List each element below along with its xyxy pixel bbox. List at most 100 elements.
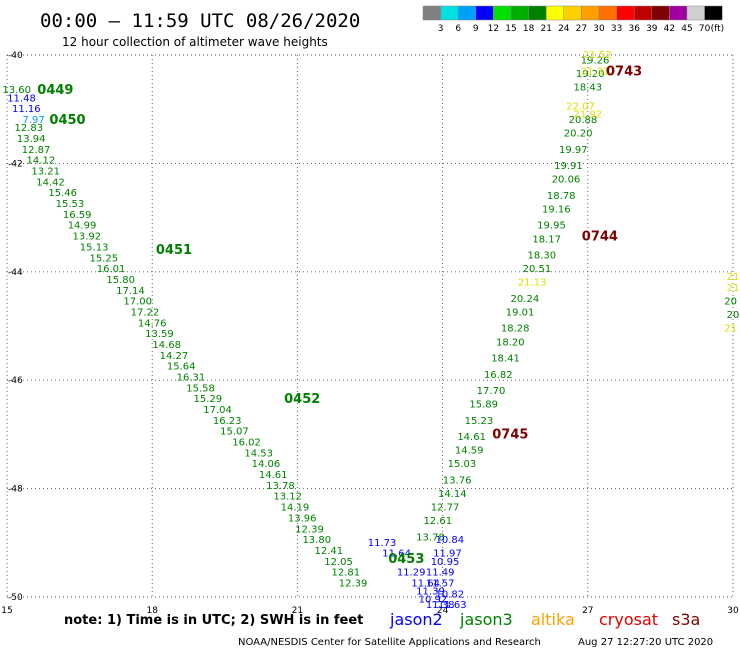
data-point-label: 15.25 <box>89 253 118 264</box>
data-point-label: 21 <box>727 272 740 283</box>
scale-swatch <box>475 5 494 21</box>
data-point-label: 18.43 <box>573 83 602 94</box>
data-point-label: 11.57 <box>426 578 455 589</box>
scale-swatch <box>686 5 705 21</box>
data-point-label: 19.97 <box>559 145 588 156</box>
data-point-label: 20.24 <box>511 294 540 305</box>
data-point-label: 14.42 <box>36 177 65 188</box>
data-point-label: 18.78 <box>547 191 576 202</box>
scale-swatch <box>457 5 477 21</box>
data-point-label: 11.49 <box>426 568 455 579</box>
data-point-label: 13.78 <box>416 532 445 543</box>
data-point-label: 16.82 <box>484 370 513 381</box>
data-point-label: 20.51 <box>523 264 552 275</box>
plot-area: 15 18 21 24 27 30 -40 -42 -44 -46 -48 -50 13.60 12.8… <box>1 50 739 616</box>
data-point-label: 12.83 <box>14 123 43 134</box>
data-point-label: 12.39 <box>295 524 324 535</box>
scale-label: 3 <box>438 24 444 34</box>
data-point-label: 12.77 <box>431 503 460 514</box>
chart-subtitle: 12 hour collection of altimeter wave hei… <box>62 35 328 49</box>
data-point-label: 21.52 <box>583 50 612 61</box>
legend-jason3: jason3 <box>459 610 513 629</box>
data-point-label: 18.30 <box>527 251 556 262</box>
scale-label: 15 <box>505 24 516 34</box>
data-point-label: 13.12 <box>273 492 302 503</box>
track-label: 0745 <box>492 427 528 442</box>
data-point-label: 14.27 <box>160 351 189 362</box>
scale-label: 24 <box>558 24 570 34</box>
legend-s3a: s3a <box>672 610 700 629</box>
track-label: 0452 <box>284 392 320 407</box>
scale-label: 9 <box>473 24 479 34</box>
scale-swatch <box>616 5 635 21</box>
data-point-label: 14.12 <box>27 156 56 167</box>
data-point-label: 14.06 <box>252 459 281 470</box>
data-point-label: 21.13 <box>518 278 547 289</box>
data-point-label: 20.06 <box>552 175 581 186</box>
data-point-label: 13.92 <box>73 232 102 243</box>
data-point-label: 13.80 <box>302 535 331 546</box>
data-point-label: 11.16 <box>12 104 41 115</box>
x-tick-label: 30 <box>727 606 739 616</box>
x-tick-label: 24 <box>437 606 449 616</box>
data-point-label: 17.14 <box>116 286 145 297</box>
data-point-label: 12.61 <box>423 516 452 527</box>
data-point-label: 12.39 <box>339 578 368 589</box>
data-point-label: 14.99 <box>68 221 97 232</box>
scale-swatch <box>563 5 582 21</box>
track-label: 0449 <box>37 83 73 98</box>
track-labels: 0449 0450 0451 0452 0453 0743 0744 0745 <box>37 64 642 567</box>
data-point-label: 21 <box>724 324 737 335</box>
scale-label: (ft) <box>711 24 725 34</box>
data-point-label: 14.14 <box>438 489 467 500</box>
data-point-label: 16.23 <box>213 416 242 427</box>
track-label: 0450 <box>49 113 85 128</box>
data-point-label: 17.70 <box>477 386 506 397</box>
data-point-label: 15.03 <box>448 459 477 470</box>
data-point-label: 19.16 <box>542 204 571 215</box>
data-point-label: 13.59 <box>145 329 174 340</box>
data-point-label: 14.59 <box>455 446 484 457</box>
data-point-label: 15.13 <box>80 242 109 253</box>
data-point-label: 15.23 <box>465 416 494 427</box>
scale-label: 12 <box>488 24 499 34</box>
data-point-label: 7.97 <box>22 115 44 126</box>
data-point-label: 13.78 <box>266 481 295 492</box>
scale-label: 6 <box>455 24 461 34</box>
data-point-label: 11.39 <box>416 587 445 598</box>
satellite-legend: jason2 jason3 altika cryosat s3a <box>389 610 700 629</box>
x-tick-label: 15 <box>1 606 12 616</box>
data-point-label: 19.26 <box>581 55 610 66</box>
x-tick-label: 18 <box>146 606 158 616</box>
data-point-label: 18.17 <box>532 234 561 245</box>
data-point-label: 11.48 <box>7 93 36 104</box>
data-point-label: 15.89 <box>469 400 498 411</box>
scale-swatch <box>510 5 529 21</box>
data-point-label: 13.21 <box>31 167 60 178</box>
scale-label: 39 <box>646 24 658 34</box>
data-point-label: 18.20 <box>496 337 525 348</box>
data-point-label: 15.80 <box>106 275 135 286</box>
legend-altika: altika <box>531 610 575 629</box>
scale-swatch <box>440 5 459 21</box>
legend-cryosat: cryosat <box>599 610 658 629</box>
scale-swatch <box>493 5 512 21</box>
data-point-label: 12.05 <box>324 557 353 568</box>
data-point-label: 20.88 <box>569 115 598 126</box>
grid-lines <box>6 54 734 598</box>
data-point-label: 20 <box>724 297 737 308</box>
scale-swatch <box>633 5 653 21</box>
data-point-label: 10.84 <box>436 535 465 546</box>
data-point-label: 21 <box>727 283 740 294</box>
scale-label: 36 <box>628 24 640 34</box>
scale-swatch <box>704 5 723 21</box>
chart-title: 00:00 – 11:59 UTC 08/26/2020 <box>40 10 360 32</box>
data-point-label: 22.07 <box>566 101 595 112</box>
data-point-label: 11.73 <box>368 538 397 549</box>
scale-label: 70 <box>699 24 711 34</box>
data-point-label: 17.04 <box>203 405 232 416</box>
scale-swatch <box>651 5 670 21</box>
data-point-label: 10.95 <box>431 557 460 568</box>
data-point-label: 15.58 <box>186 383 215 394</box>
scale-swatch <box>545 5 565 21</box>
